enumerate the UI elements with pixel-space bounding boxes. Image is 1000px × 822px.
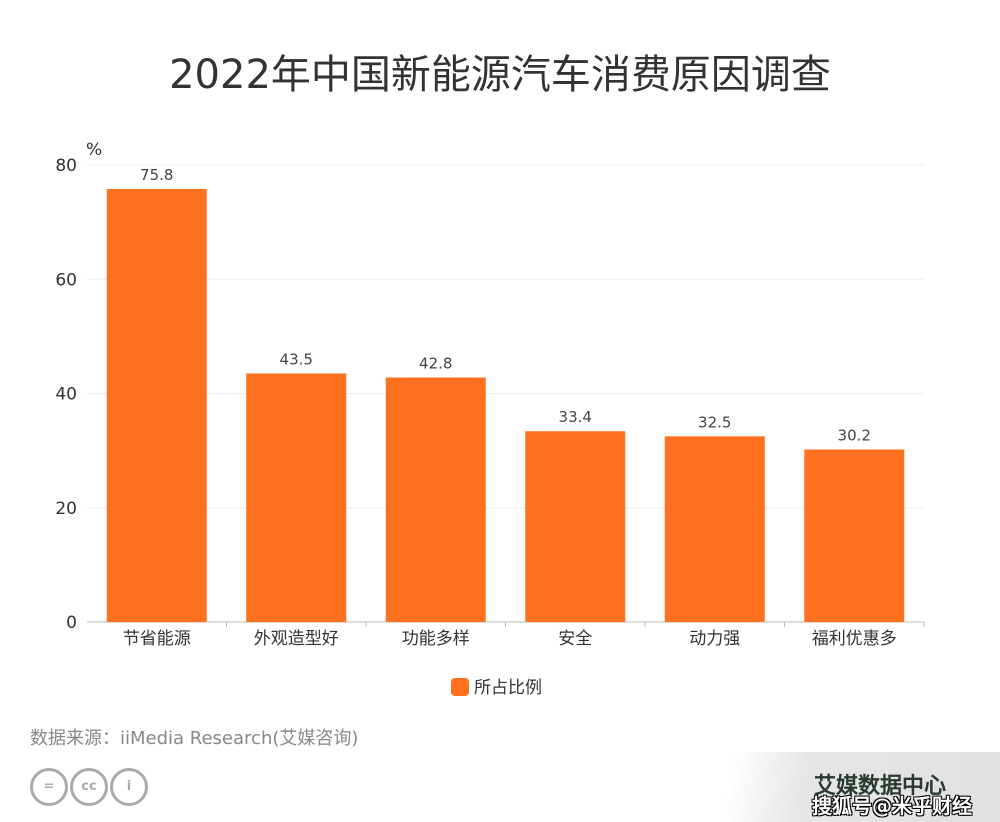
bar [246,373,347,622]
x-tick-label: 节省能源 [123,629,191,649]
x-tick-label: 动力强 [689,629,740,649]
brand-watermark: 艾媒数据中心 [814,774,947,799]
y-tick-label: 60 [55,270,77,290]
chart-title: 2022年中国新能源汽车消费原因调查 [169,52,831,98]
y-tick-label: 20 [55,499,77,519]
x-tick-label: 功能多样 [402,629,470,649]
data-label: 43.5 [280,351,313,369]
legend-swatch [451,678,469,696]
cc-icon: cc [70,768,108,806]
x-tick-label: 外观造型好 [254,629,339,649]
person-icon: i [110,768,148,806]
x-tick-label: 福利优惠多 [812,629,897,649]
bar [525,431,626,622]
data-label: 32.5 [698,413,731,431]
data-label: 42.8 [419,355,452,373]
data-label: 75.8 [140,166,173,184]
y-tick-label: 0 [66,613,77,633]
sohu-watermark: 搜狐号@米乎财经 [812,794,972,818]
data-label: 30.2 [838,426,871,444]
y-tick-label: 80 [55,156,77,176]
x-tick-label: 安全 [558,629,592,649]
bar-chart: 0 20 40 60 80% 75.8 节省能源 43.5 外观造型好 42.8 功能多样 33.4 安… [55,140,925,698]
bar [664,436,765,622]
legend-label: 所占比例 [474,678,542,698]
data-label: 33.4 [559,408,592,426]
bar [385,377,486,622]
y-tick-label: 40 [55,385,77,405]
watermark-background [640,752,1000,822]
data-source: 数据来源：iiMedia Research(艾媒咨询) [30,728,359,749]
bar [106,188,207,622]
equals-icon: = [30,768,68,806]
y-axis-unit: % [86,140,102,160]
bar [804,449,905,622]
